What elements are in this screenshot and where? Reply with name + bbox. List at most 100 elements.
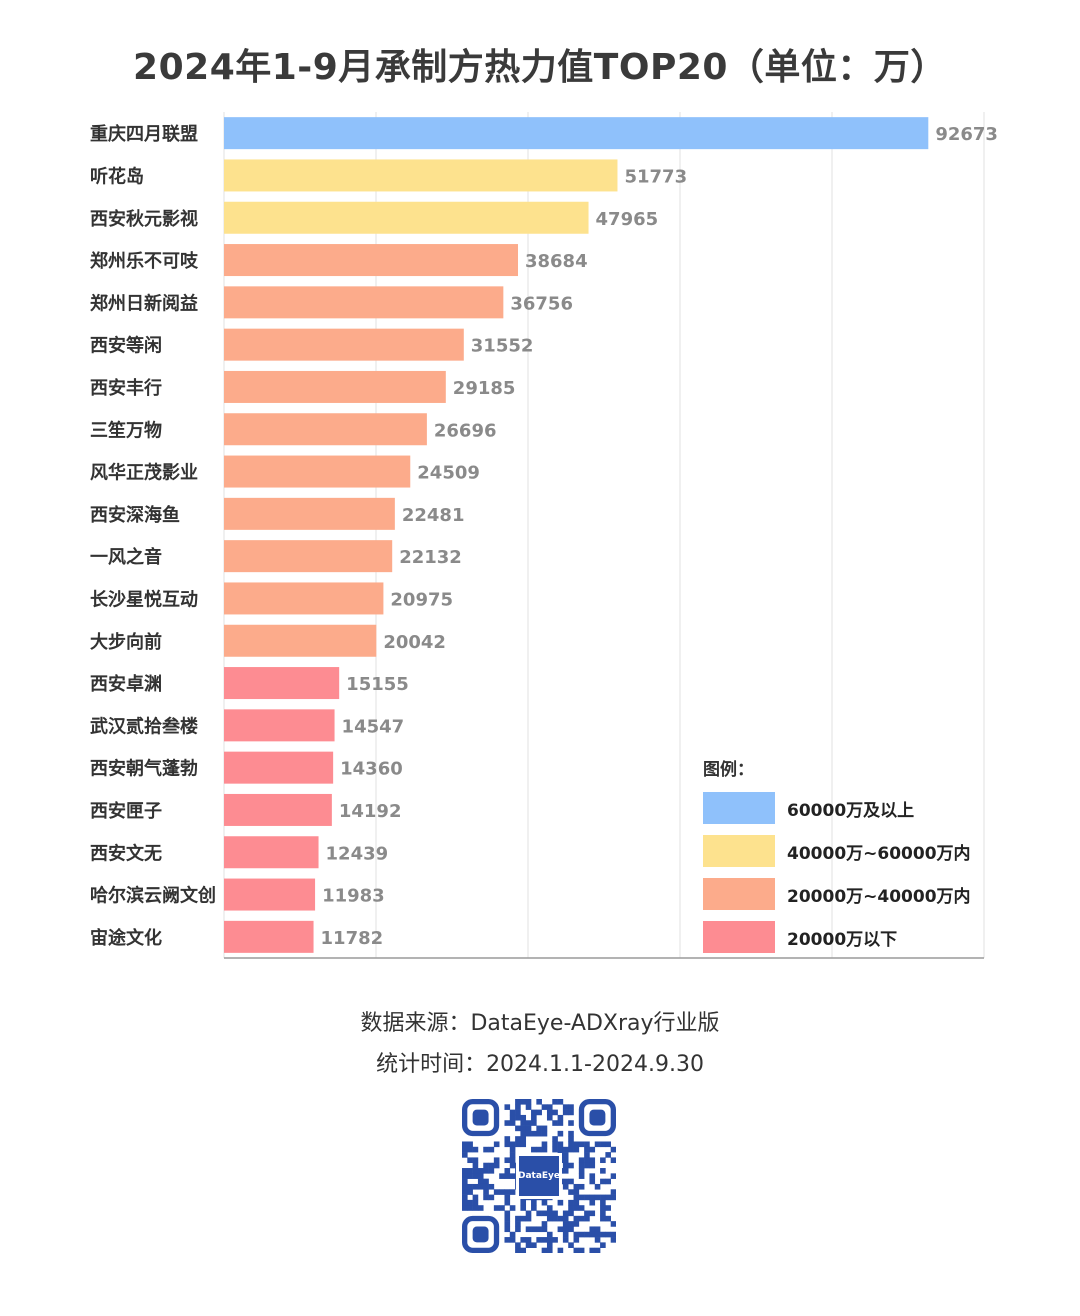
qr-module <box>600 1242 606 1248</box>
qr-module <box>467 1199 473 1206</box>
qr-module <box>605 1178 611 1185</box>
qr-module <box>520 1215 527 1222</box>
legend-swatch-tier3 <box>703 878 775 910</box>
qr-module <box>573 1146 580 1153</box>
qr-module <box>509 1114 516 1121</box>
qr-module <box>573 1141 580 1148</box>
qr-module <box>573 1189 580 1195</box>
qr-module <box>600 1205 606 1211</box>
qr-module <box>531 1242 537 1248</box>
qr-module <box>525 1226 532 1233</box>
qr-module <box>584 1215 590 1222</box>
legend-item-tier2: 40000万~60000万内 <box>703 834 1003 868</box>
bar-11 <box>224 540 393 573</box>
qr-module <box>472 1157 479 1164</box>
bar-17 <box>224 793 332 826</box>
bar-1 <box>224 117 929 150</box>
qr-module <box>552 1109 558 1116</box>
qr-module <box>472 1146 479 1153</box>
qr-module <box>557 1215 564 1222</box>
category-label-7: 西安丰行 <box>90 377 162 399</box>
qr-module <box>504 1226 511 1233</box>
qr-module <box>477 1173 484 1179</box>
value-label-4: 38684 <box>525 251 588 272</box>
qr-module <box>573 1221 580 1227</box>
qr-module <box>504 1157 511 1164</box>
qr-module <box>541 1221 548 1227</box>
qr-module <box>546 1237 553 1243</box>
qr-module <box>467 1157 473 1164</box>
value-label-14: 15155 <box>346 674 409 695</box>
qr-module <box>557 1099 564 1105</box>
qr-module <box>520 1120 527 1126</box>
qr-module <box>472 1199 479 1206</box>
bar-18 <box>224 836 319 869</box>
qr-module <box>541 1141 548 1148</box>
value-label-9: 24509 <box>417 463 480 484</box>
qr-module <box>483 1168 489 1174</box>
value-labels: 92673 51773 47965 38684 36756 31552 29185 26696… <box>321 124 998 949</box>
qr-module <box>515 1247 521 1254</box>
qr-module <box>488 1162 495 1169</box>
category-label-18: 西安文无 <box>90 842 162 864</box>
qr-module <box>520 1136 527 1142</box>
qr-module <box>467 1205 473 1211</box>
value-label-20: 11782 <box>321 928 384 949</box>
category-labels: 重庆四月联盟听花岛西安秋元影视郑州乐不可吱郑州日新阅益西安等闲西安丰行三笙万物风… <box>90 123 216 949</box>
qr-module <box>578 1205 585 1211</box>
qr-module <box>536 1109 542 1116</box>
qr-module <box>493 1189 500 1195</box>
qr-module <box>568 1178 574 1185</box>
qr-module <box>536 1210 542 1217</box>
qr-module <box>525 1210 532 1217</box>
qr-module <box>504 1189 511 1195</box>
qr-module <box>578 1231 585 1238</box>
bar-10 <box>224 497 395 530</box>
category-label-4: 郑州乐不可吱 <box>90 250 199 272</box>
qr-module <box>520 1205 527 1211</box>
bar-7 <box>224 370 446 403</box>
qr-module <box>552 1136 558 1142</box>
qr-module <box>573 1205 580 1211</box>
qr-module <box>600 1168 606 1174</box>
qr-module <box>462 1189 468 1195</box>
category-label-20: 宙途文化 <box>90 927 162 949</box>
legend-item-tier1: 60000万及以上 <box>703 791 1003 825</box>
category-label-8: 三笙万物 <box>90 419 162 441</box>
qr-module <box>462 1199 468 1206</box>
category-label-6: 西安等闲 <box>90 335 162 357</box>
qr-module <box>578 1194 585 1201</box>
qr-module <box>509 1189 516 1195</box>
qr-module <box>477 1183 484 1190</box>
qr-module <box>584 1194 590 1201</box>
qr-module <box>568 1104 574 1110</box>
qr-module <box>467 1189 473 1195</box>
qr-module <box>525 1237 532 1243</box>
qr-module <box>525 1242 532 1248</box>
qr-module <box>552 1146 558 1153</box>
qr-module <box>562 1146 569 1153</box>
qr-module <box>584 1162 590 1169</box>
qr-module <box>525 1104 532 1110</box>
qr-module <box>589 1199 596 1206</box>
qr-module <box>589 1146 596 1153</box>
qr-module <box>515 1141 521 1148</box>
qr-module <box>493 1205 500 1211</box>
qr-module <box>462 1168 468 1174</box>
qr-module <box>536 1237 542 1243</box>
qr-module <box>472 1162 479 1169</box>
qr-module <box>546 1114 553 1121</box>
qr-module <box>493 1157 500 1164</box>
qr-module <box>546 1247 553 1254</box>
qr-module <box>578 1173 585 1179</box>
qr-module <box>525 1125 532 1132</box>
legend-swatch-tier2 <box>703 835 775 867</box>
qr-module <box>520 1237 527 1243</box>
category-label-2: 听花岛 <box>90 165 144 187</box>
qr-module <box>610 1157 617 1164</box>
qr-module <box>552 1120 558 1126</box>
qr-module <box>573 1215 580 1222</box>
qr-module <box>515 1221 521 1227</box>
qr-module <box>483 1183 489 1190</box>
qr-module <box>584 1231 590 1238</box>
